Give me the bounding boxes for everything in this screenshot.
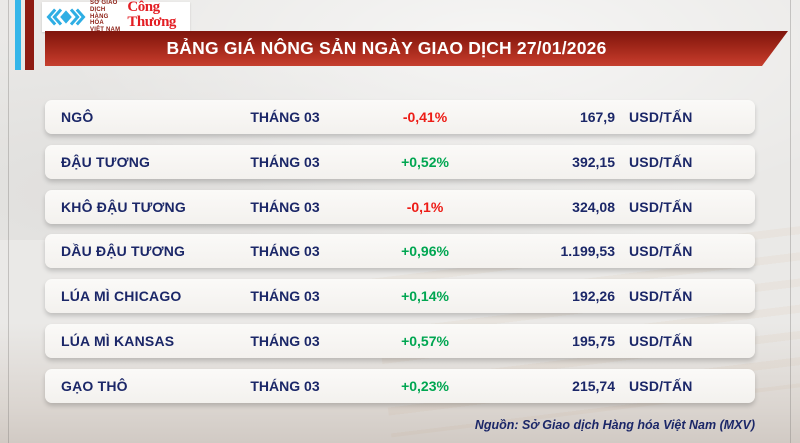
contract-month: THÁNG 03	[250, 332, 320, 349]
accent-bar-cyan	[15, 0, 21, 70]
change-percent: +0,96%	[401, 243, 449, 260]
contract-month: THÁNG 03	[250, 243, 320, 260]
table-row: NGÔ THÁNG 03 -0,41% 167,9 USD/TẤN	[45, 100, 755, 134]
price-unit: USD/TẤN	[629, 198, 693, 215]
price-value: 167,9	[579, 109, 615, 125]
mxv-logo-icon	[46, 8, 86, 26]
price-value: 195,75	[572, 332, 615, 349]
change-percent: +0,52%	[401, 153, 449, 170]
mxv-logo-text: SỞ GIAO DỊCH HÀNG HÓA VIỆT NAM	[90, 0, 121, 34]
table-row: LÚA MÌ KANSAS THÁNG 03 +0,57% 195,75 USD…	[45, 323, 755, 358]
table-row: DẦU ĐẬU TƯƠNG THÁNG 03 +0,96% 1.199,53 U…	[45, 234, 755, 269]
change-percent: +0,57%	[401, 332, 449, 349]
logo-plate: SỞ GIAO DỊCH HÀNG HÓA VIỆT NAM Công Thươ…	[42, 0, 190, 34]
price-unit: USD/TẤN	[629, 109, 693, 125]
price-unit: USD/TẤN	[629, 288, 693, 305]
title-banner: BẢNG GIÁ NÔNG SẢN NGÀY GIAO DỊCH 27/01/2…	[45, 31, 788, 66]
commodity-name: DẦU ĐẬU TƯƠNG	[61, 243, 186, 260]
change-percent: -0,41%	[402, 109, 448, 125]
commodity-name: KHÔ ĐẬU TƯƠNG	[61, 198, 186, 215]
contract-month: THÁNG 03	[250, 288, 320, 305]
page-title: BẢNG GIÁ NÔNG SẢN NGÀY GIAO DỊCH 27/01/2…	[166, 38, 607, 58]
price-value: 392,15	[572, 153, 615, 170]
price-value: 192,26	[572, 288, 615, 305]
contract-month: THÁNG 03	[250, 198, 320, 215]
table-row: ĐẬU TƯƠNG THÁNG 03 +0,52% 392,15 USD/TẤN	[45, 144, 755, 179]
accent-bar-red	[25, 0, 34, 70]
change-percent: -0,1%	[406, 198, 444, 215]
price-value: 215,74	[572, 377, 615, 394]
source-note: Nguồn: Sở Giao dịch Hàng hóa Việt Nam (M…	[474, 418, 755, 432]
commodity-name: LÚA MÌ CHICAGO	[61, 288, 182, 305]
price-unit: USD/TẤN	[629, 377, 693, 394]
table-row: LÚA MÌ CHICAGO THÁNG 03 +0,14% 192,26 US…	[45, 279, 755, 314]
contract-month: THÁNG 03	[250, 377, 320, 394]
price-unit: USD/TẤN	[629, 153, 693, 170]
contract-month: THÁNG 03	[250, 109, 320, 125]
congthuong-logo: Công Thương	[127, 0, 186, 34]
price-unit: USD/TẤN	[629, 332, 693, 349]
contract-month: THÁNG 03	[250, 153, 320, 170]
congthuong-logo-text: Công Thương	[127, 0, 176, 30]
price-value: 324,08	[572, 198, 615, 215]
commodity-name: NGÔ	[61, 109, 94, 125]
table-row: KHÔ ĐẬU TƯƠNG THÁNG 03 -0,1% 324,08 USD/…	[45, 189, 755, 224]
price-value: 1.199,53	[560, 243, 616, 260]
left-edge-line	[8, 0, 9, 443]
change-percent: +0,23%	[401, 377, 449, 394]
commodity-name: LÚA MÌ KANSAS	[61, 332, 175, 349]
change-percent: +0,14%	[401, 288, 449, 305]
price-unit: USD/TẤN	[629, 243, 693, 260]
price-table: NGÔ THÁNG 03 -0,41% 167,9 USD/TẤN ĐẬU TƯ…	[45, 100, 755, 403]
table-row: GẠO THÔ THÁNG 03 +0,23% 215,74 USD/TẤN	[45, 368, 755, 403]
commodity-name: GẠO THÔ	[61, 377, 128, 394]
right-edge-line	[790, 0, 791, 443]
commodity-name: ĐẬU TƯƠNG	[61, 153, 151, 170]
